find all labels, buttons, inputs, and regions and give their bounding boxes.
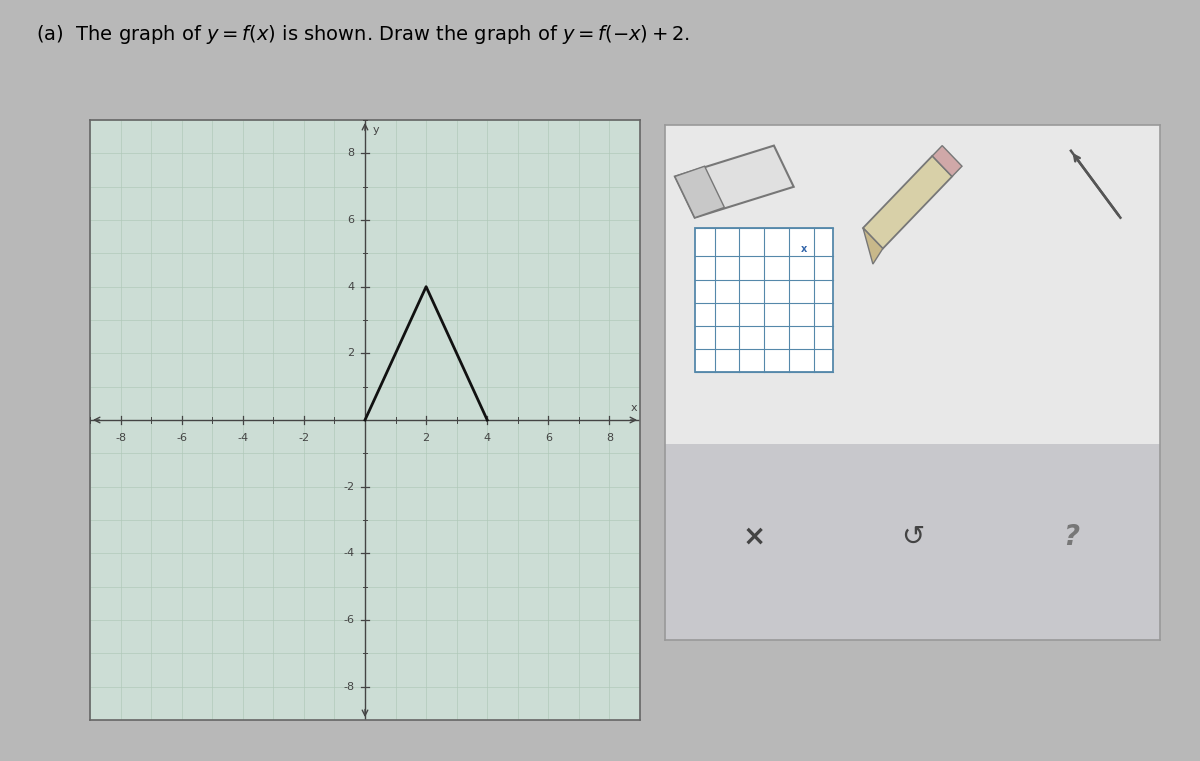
Text: 4: 4 — [484, 433, 491, 444]
Text: -8: -8 — [115, 433, 126, 444]
Text: 8: 8 — [606, 433, 613, 444]
Text: -2: -2 — [299, 433, 310, 444]
Text: x: x — [800, 244, 806, 253]
Text: -6: -6 — [343, 615, 354, 625]
Text: 6: 6 — [347, 215, 354, 225]
Polygon shape — [863, 228, 883, 264]
Text: ×: × — [743, 523, 766, 551]
Text: y: y — [372, 125, 379, 135]
Polygon shape — [863, 156, 952, 249]
Text: x: x — [630, 403, 637, 413]
Text: -6: -6 — [176, 433, 187, 444]
Text: 4: 4 — [347, 282, 354, 291]
Text: ?: ? — [1063, 523, 1079, 551]
Text: ↺: ↺ — [901, 523, 924, 551]
Text: (a)  The graph of $y = f(x)$ is shown. Draw the graph of $y = f(-x)+2$.: (a) The graph of $y = f(x)$ is shown. Dr… — [36, 23, 690, 46]
Text: -8: -8 — [343, 682, 354, 692]
Text: 2: 2 — [422, 433, 430, 444]
Polygon shape — [932, 145, 962, 177]
Polygon shape — [674, 166, 725, 218]
Polygon shape — [674, 145, 793, 218]
Text: -4: -4 — [238, 433, 248, 444]
Text: 6: 6 — [545, 433, 552, 444]
Text: 2: 2 — [347, 349, 354, 358]
Text: 8: 8 — [347, 148, 354, 158]
Text: -4: -4 — [343, 549, 354, 559]
FancyBboxPatch shape — [695, 228, 833, 372]
FancyBboxPatch shape — [665, 444, 1160, 640]
Text: -2: -2 — [343, 482, 354, 492]
